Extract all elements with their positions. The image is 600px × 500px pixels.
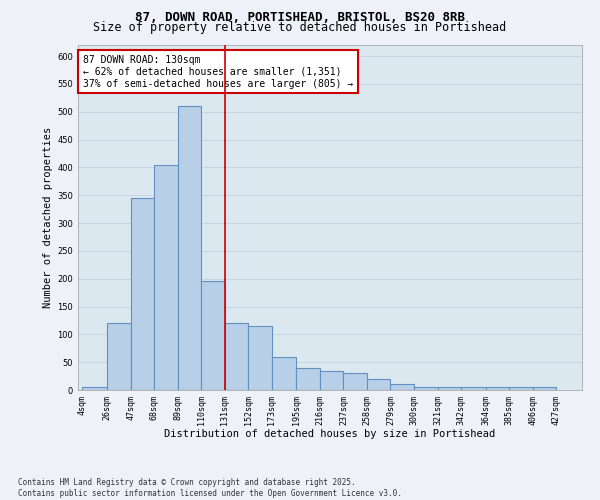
Bar (391, 384, 414, 390)
Bar (201, 282, 225, 390)
Bar (82, 387, 107, 390)
Bar (509, 387, 533, 390)
Bar (107, 323, 131, 390)
Bar (272, 356, 296, 390)
Bar (343, 374, 367, 390)
Bar (414, 387, 437, 390)
Bar (248, 326, 272, 390)
Bar (485, 387, 509, 390)
Text: 87 DOWN ROAD: 130sqm
← 62% of detached houses are smaller (1,351)
37% of semi-de: 87 DOWN ROAD: 130sqm ← 62% of detached h… (83, 56, 353, 88)
Y-axis label: Number of detached properties: Number of detached properties (43, 127, 53, 308)
Bar (461, 387, 485, 390)
Bar (367, 379, 391, 390)
Bar (320, 370, 343, 390)
Bar (131, 198, 154, 390)
X-axis label: Distribution of detached houses by size in Portishead: Distribution of detached houses by size … (164, 429, 496, 439)
Bar (437, 387, 461, 390)
Bar (296, 368, 320, 390)
Text: 87, DOWN ROAD, PORTISHEAD, BRISTOL, BS20 8RB: 87, DOWN ROAD, PORTISHEAD, BRISTOL, BS20… (135, 11, 465, 24)
Bar (225, 323, 248, 390)
Bar (533, 387, 556, 390)
Bar (154, 164, 178, 390)
Text: Contains HM Land Registry data © Crown copyright and database right 2025.
Contai: Contains HM Land Registry data © Crown c… (18, 478, 402, 498)
Bar (178, 106, 201, 390)
Text: Size of property relative to detached houses in Portishead: Size of property relative to detached ho… (94, 21, 506, 34)
